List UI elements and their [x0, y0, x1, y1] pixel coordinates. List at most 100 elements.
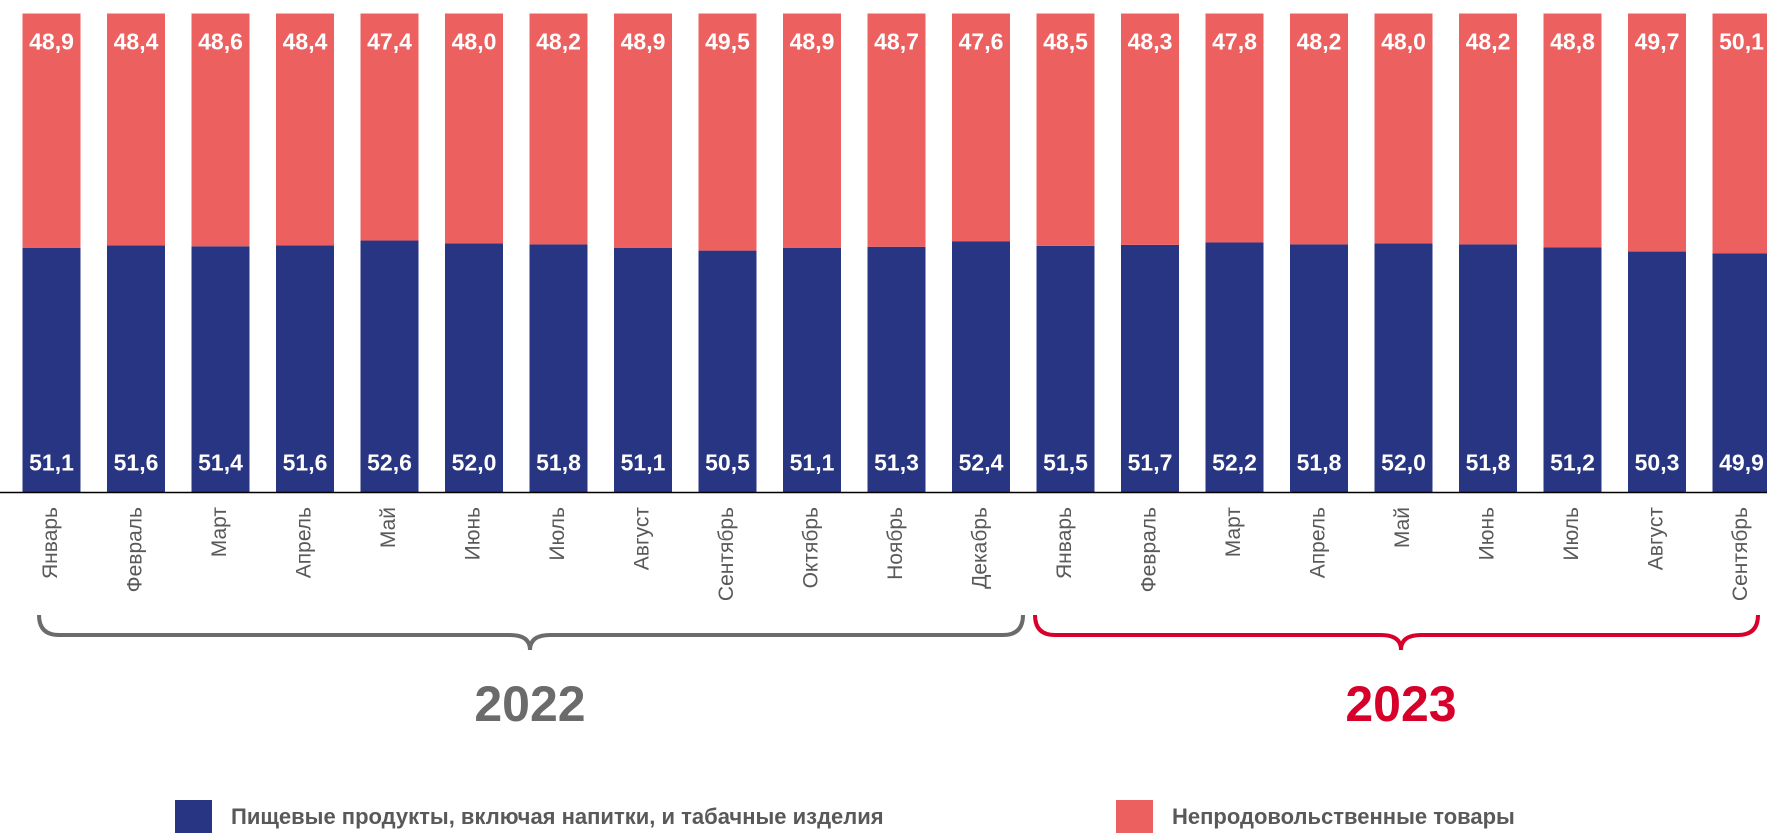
bar-segment	[1121, 13, 1179, 245]
x-tick-label: Июль	[1560, 507, 1583, 561]
value-label: 47,6	[959, 29, 1004, 55]
bar-segment	[445, 243, 503, 493]
value-label: 51,8	[1297, 450, 1342, 476]
value-label: 48,2	[1466, 29, 1511, 55]
x-tick-label: Сентябрь	[715, 507, 738, 601]
x-tick-label: Март	[208, 507, 231, 558]
x-tick-label: Октябрь	[800, 507, 823, 588]
value-label: 50,3	[1635, 450, 1680, 476]
bar-segment	[1712, 253, 1767, 493]
value-label: 48,0	[1381, 29, 1426, 55]
bar-segment	[614, 247, 672, 493]
value-label: 52,2	[1212, 450, 1257, 476]
bar-segment	[1205, 242, 1264, 493]
x-tick-label: Август	[1645, 507, 1668, 571]
bar-segment	[952, 241, 1010, 493]
value-label: 48,9	[790, 29, 835, 55]
bar-segment	[783, 13, 841, 248]
value-label: 48,6	[198, 29, 243, 55]
value-label: 50,1	[1719, 29, 1764, 55]
bar-segment	[22, 247, 81, 493]
bar-segment	[1543, 247, 1602, 493]
value-label: 48,7	[874, 29, 919, 55]
value-label: 52,0	[452, 450, 497, 476]
value-label: 47,4	[367, 29, 412, 55]
x-tick-label: Апрель	[1307, 507, 1330, 578]
x-tick-label: Ноябрь	[884, 507, 907, 580]
value-label: 51,1	[621, 450, 666, 476]
value-label: 51,8	[1466, 450, 1511, 476]
value-label: 51,1	[29, 450, 74, 476]
value-label: 50,5	[705, 450, 750, 476]
value-label: 48,5	[1043, 29, 1088, 55]
bar-segment	[22, 13, 81, 248]
bar-segment	[698, 250, 757, 493]
bar-segment	[191, 246, 250, 493]
value-label: 52,0	[1381, 450, 1426, 476]
bar-segment	[1036, 13, 1095, 246]
value-label: 48,2	[536, 29, 581, 55]
bar-segment	[1290, 244, 1348, 493]
x-tick-label: Июнь	[1476, 507, 1499, 560]
value-label: 51,2	[1550, 450, 1595, 476]
bar-segment	[1374, 13, 1433, 244]
x-tick-label: Май	[1391, 507, 1414, 548]
value-label: 48,8	[1550, 29, 1595, 55]
year-label: 2023	[1345, 676, 1456, 732]
x-tick-label: Январь	[1053, 507, 1076, 579]
value-label: 51,1	[790, 450, 835, 476]
bar-segment	[276, 245, 334, 493]
value-label: 47,8	[1212, 29, 1257, 55]
bar-segment	[276, 13, 334, 246]
bar-segment	[107, 13, 165, 246]
x-tick-label: Сентябрь	[1729, 507, 1752, 601]
bar-segment	[529, 244, 588, 493]
x-tick-label: Февраль	[1138, 507, 1161, 592]
bar-segment	[698, 13, 757, 251]
value-label: 48,4	[114, 29, 159, 55]
bar-segment	[1036, 245, 1095, 493]
value-label: 48,3	[1128, 29, 1173, 55]
brace-2022	[37, 614, 1025, 651]
value-label: 48,0	[452, 29, 497, 55]
bar-segment	[1543, 13, 1602, 248]
value-label: 48,9	[29, 29, 74, 55]
bar-segment	[1712, 13, 1767, 254]
bar-segment	[783, 247, 841, 493]
bar-segment	[107, 245, 165, 493]
x-tick-label: Март	[1222, 507, 1245, 558]
bar-segment	[445, 13, 503, 244]
x-tick-label: Июнь	[462, 507, 485, 560]
x-tick-label: Май	[377, 507, 400, 548]
x-tick-label: Июль	[546, 507, 569, 561]
value-label: 51,5	[1043, 450, 1088, 476]
bar-segment	[360, 13, 419, 241]
value-label: 51,8	[536, 450, 581, 476]
brace-2023	[1033, 614, 1760, 651]
bar-segment	[529, 13, 588, 245]
value-label: 48,4	[283, 29, 328, 55]
legend-swatch	[1116, 800, 1153, 833]
bar-segment	[867, 246, 926, 493]
bar-segment	[1121, 244, 1179, 493]
x-tick-label: Декабрь	[969, 507, 992, 589]
bar-segment	[952, 13, 1010, 242]
value-label: 51,6	[283, 450, 328, 476]
value-label: 49,9	[1719, 450, 1764, 476]
x-tick-label: Февраль	[124, 507, 147, 592]
x-tick-label: Август	[631, 507, 654, 571]
bar-segment	[1374, 243, 1433, 493]
bar-segment	[1628, 13, 1686, 252]
value-label: 48,2	[1297, 29, 1342, 55]
value-label: 49,7	[1635, 29, 1680, 55]
value-label: 51,3	[874, 450, 919, 476]
x-tick-label: Апрель	[293, 507, 316, 578]
bar-segment	[867, 13, 926, 247]
bar-segment	[191, 13, 250, 247]
value-label: 52,6	[367, 450, 412, 476]
value-label: 52,4	[959, 450, 1004, 476]
year-label: 2022	[474, 676, 585, 732]
bar-segment	[1205, 13, 1264, 243]
bar-segment	[1290, 13, 1348, 245]
